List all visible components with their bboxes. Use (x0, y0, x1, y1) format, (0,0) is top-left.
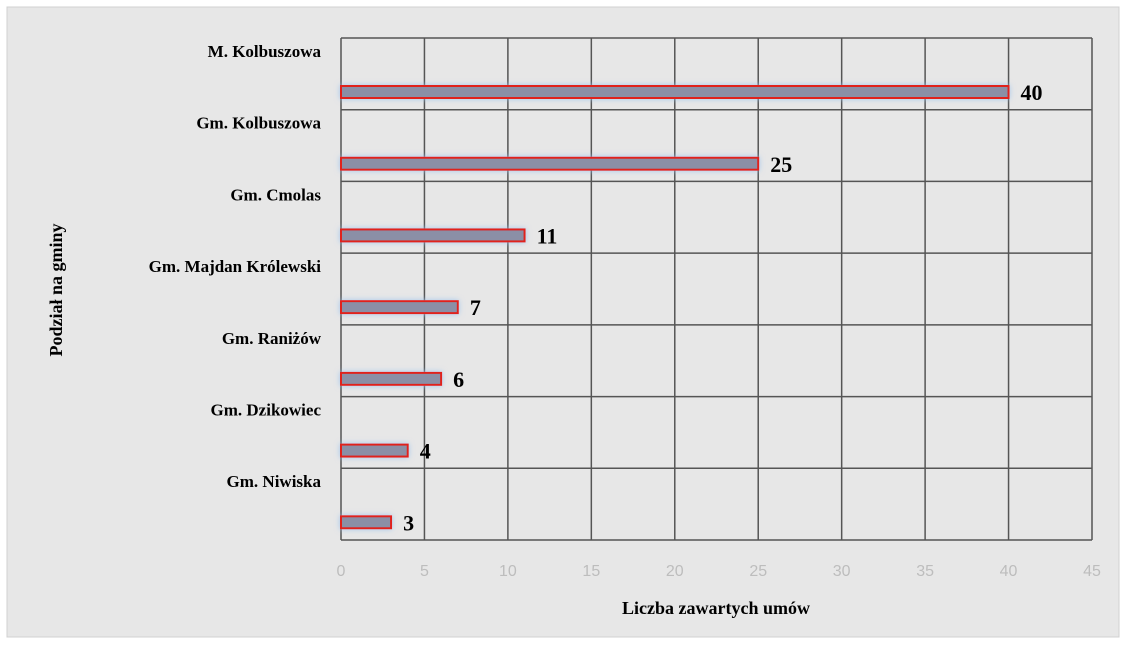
category-label: Gm. Kolbuszowa (196, 114, 321, 133)
bar (340, 443, 409, 458)
bar (340, 300, 459, 315)
value-label: 40 (1021, 80, 1043, 105)
value-label: 3 (403, 510, 414, 535)
value-label: 11 (537, 223, 558, 248)
x-tick-label: 0 (337, 563, 346, 580)
x-tick-label: 5 (420, 563, 429, 580)
bar (340, 371, 443, 386)
chart-background (6, 6, 1120, 638)
category-label: Gm. Raniżów (222, 329, 322, 348)
bar (340, 156, 760, 171)
category-label: Gm. Cmolas (230, 185, 321, 204)
bar (340, 515, 393, 530)
value-label: 6 (453, 367, 464, 392)
value-label: 7 (470, 295, 481, 320)
y-axis-title: Podział na gminy (46, 223, 66, 356)
x-tick-label: 15 (582, 563, 600, 580)
category-label: Gm. Niwiska (227, 472, 322, 491)
value-label: 25 (770, 152, 792, 177)
x-axis-title: Liczba zawartych umów (622, 598, 810, 618)
bar (340, 228, 526, 243)
x-tick-label: 20 (666, 563, 684, 580)
x-tick-label: 45 (1083, 563, 1101, 580)
x-tick-label: 10 (499, 563, 517, 580)
value-label: 4 (420, 439, 431, 464)
bar (340, 85, 1010, 99)
x-tick-label: 30 (833, 563, 851, 580)
x-tick-label: 40 (1000, 563, 1018, 580)
x-tick-label: 25 (749, 563, 767, 580)
category-label: M. Kolbuszowa (208, 42, 322, 61)
x-tick-label: 35 (916, 563, 934, 580)
category-label: Gm. Dzikowiec (211, 400, 322, 419)
category-label: Gm. Majdan Królewski (149, 257, 322, 276)
